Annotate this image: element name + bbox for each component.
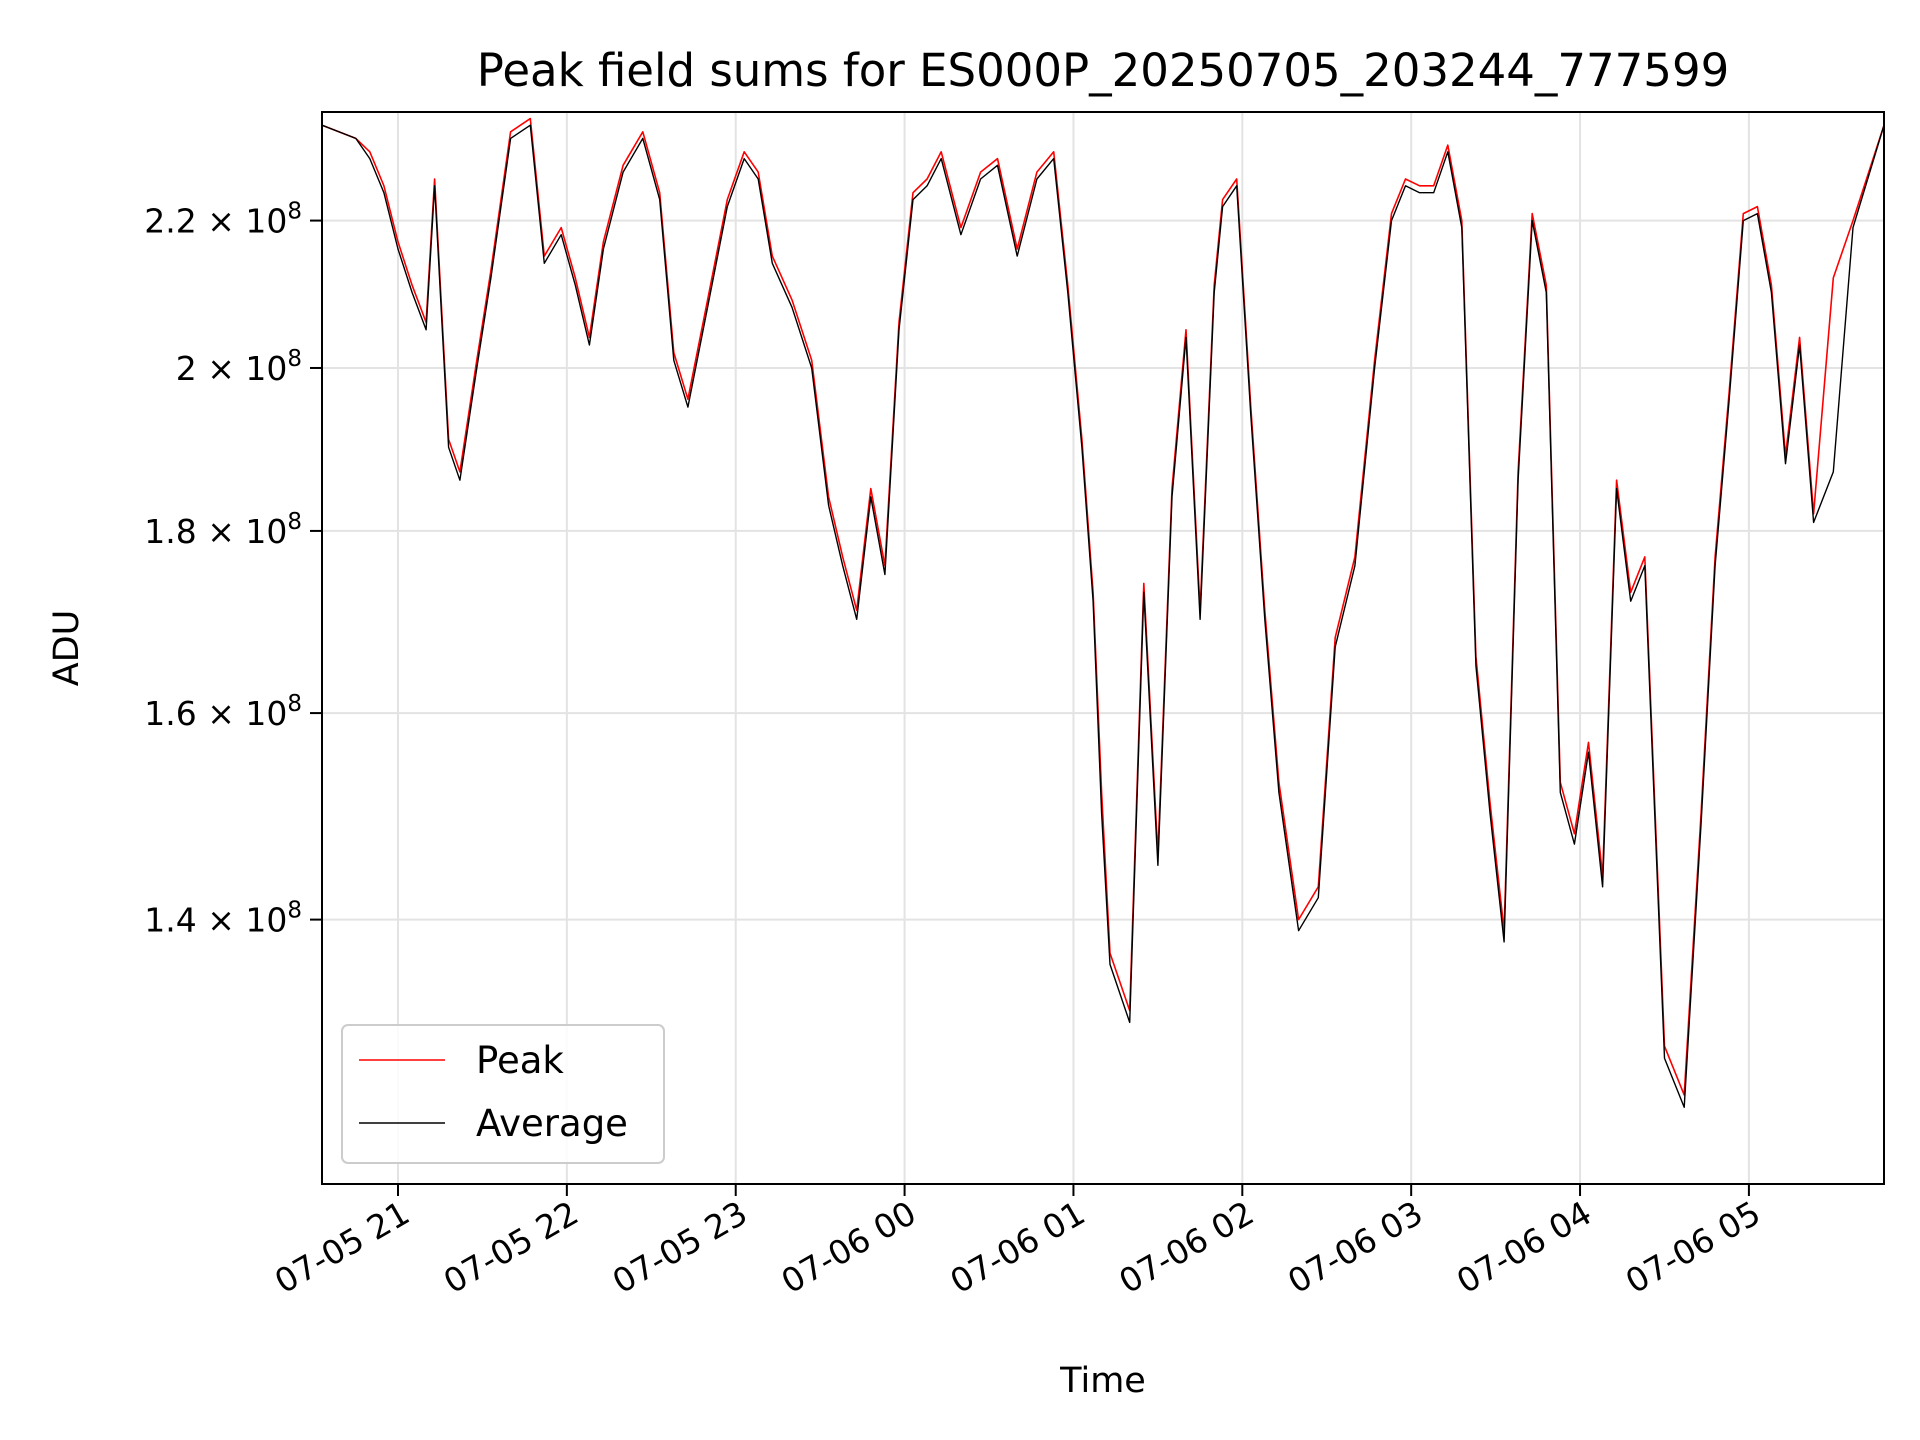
grid-lines xyxy=(322,112,1884,1184)
y-tick-times: × 10 xyxy=(197,694,288,733)
y-tick-times: × 10 xyxy=(197,901,288,940)
y-tick-exponent: 8 xyxy=(287,509,302,535)
series-line-average xyxy=(321,124,1885,1109)
y-tick-label: 1.8 × 108 xyxy=(144,509,302,551)
y-tick-times: × 10 xyxy=(197,202,288,241)
y-tick-label: 2 × 108 xyxy=(176,346,302,388)
legend-label-peak: Peak xyxy=(476,1039,564,1082)
x-tick-label: 07-06 03 xyxy=(1281,1193,1429,1301)
y-tick-times: × 10 xyxy=(197,349,288,388)
x-tick-label: 07-06 05 xyxy=(1619,1193,1767,1301)
chart-title: Peak field sums for ES000P_20250705_2032… xyxy=(477,44,1729,97)
x-tick-label: 07-05 22 xyxy=(437,1193,585,1301)
y-tick-exponent: 8 xyxy=(287,898,302,924)
x-axis-label: Time xyxy=(1059,1361,1146,1401)
y-tick-mantissa: 1.4 xyxy=(144,901,196,940)
y-tick-mantissa: 2.2 xyxy=(144,202,196,241)
y-tick-mantissa: 2 xyxy=(176,349,197,388)
legend-label-average: Average xyxy=(476,1102,628,1145)
y-tick-exponent: 8 xyxy=(287,691,302,717)
y-tick-label: 1.4 × 108 xyxy=(144,898,302,940)
y-tick-mantissa: 1.6 xyxy=(144,694,196,733)
y-tick-mantissa: 1.8 xyxy=(144,512,196,551)
y-tick-label: 1.6 × 108 xyxy=(144,691,302,733)
x-tick-label: 07-05 23 xyxy=(606,1193,754,1301)
series-line-peak xyxy=(321,117,1885,1096)
series-layer xyxy=(321,117,1885,1109)
x-axis: 07-05 21 07-05 22 07-05 23 07-06 00 07-06 01… xyxy=(268,1184,1767,1301)
legend: Peak Average xyxy=(341,1024,665,1164)
y-tick-times: × 10 xyxy=(197,512,288,551)
y-tick-label: 2.2 × 108 xyxy=(144,199,302,241)
x-tick-label: 07-05 21 xyxy=(268,1193,416,1301)
x-tick-label: 07-06 01 xyxy=(943,1193,1091,1301)
y-axis-label: ADU xyxy=(47,610,87,687)
x-tick-label: 07-06 00 xyxy=(775,1193,923,1301)
y-tick-exponent: 8 xyxy=(287,346,302,372)
y-tick-exponent: 8 xyxy=(287,199,302,225)
x-tick-label: 07-06 04 xyxy=(1450,1193,1598,1301)
plot-frame xyxy=(321,111,1885,1185)
x-tick-label: 07-06 02 xyxy=(1112,1193,1260,1301)
